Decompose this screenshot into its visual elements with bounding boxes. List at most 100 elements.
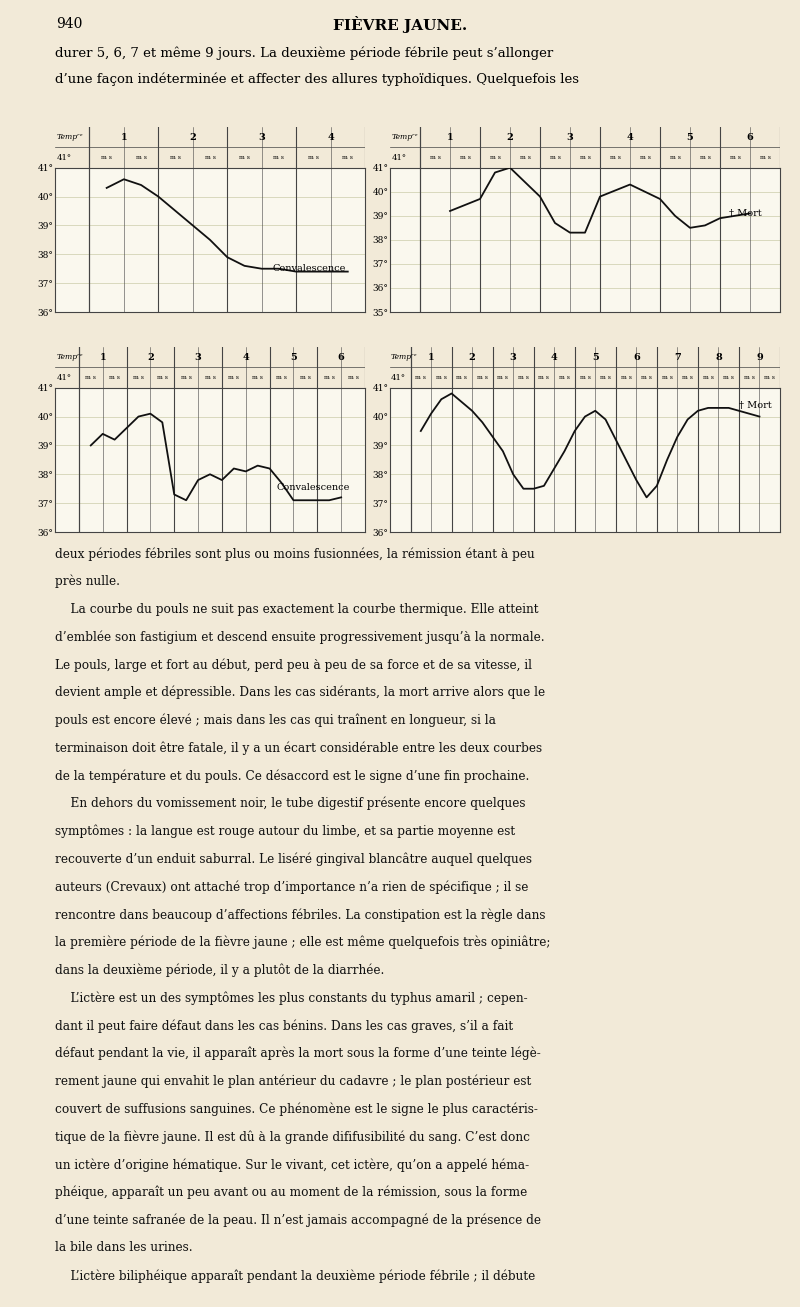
Text: 2: 2 (469, 353, 475, 362)
Text: † Mort: † Mort (729, 209, 762, 218)
Text: 3: 3 (194, 353, 202, 362)
Text: m s: m s (456, 375, 467, 380)
Text: auteurs (Crevaux) ont attaché trop d’importance n’a rien de spécifique ; il se: auteurs (Crevaux) ont attaché trop d’imp… (55, 881, 528, 894)
Text: Convalescence: Convalescence (272, 264, 346, 273)
Text: m s: m s (276, 375, 287, 380)
Text: durer 5, 6, 7 et même 9 jours. La deuxième période fébrile peut s’allonger: durer 5, 6, 7 et même 9 jours. La deuxiè… (55, 47, 554, 60)
Text: m s: m s (559, 375, 570, 380)
Text: devient ample et dépressible. Dans les cas sidérants, la mort arrive alors que l: devient ample et dépressible. Dans les c… (55, 686, 545, 699)
Text: Tempʳᵉ: Tempʳᵉ (56, 353, 83, 361)
Text: m s: m s (699, 156, 710, 159)
Text: m s: m s (682, 375, 693, 380)
Text: pouls est encore élevé ; mais dans les cas qui traînent en longueur, si la: pouls est encore élevé ; mais dans les c… (55, 714, 496, 727)
Text: d’une teinte safranée de la peau. Il n’est jamais accompagné de la présence de: d’une teinte safranée de la peau. Il n’e… (55, 1214, 541, 1227)
Text: dant il peut faire défaut dans les cas bénins. Dans les cas graves, s’il a fait: dant il peut faire défaut dans les cas b… (55, 1019, 513, 1033)
Text: Convalescence: Convalescence (277, 482, 350, 491)
Text: phéique, apparaît un peu avant ou au moment de la rémission, sous la forme: phéique, apparaît un peu avant ou au mom… (55, 1185, 527, 1200)
Text: m s: m s (109, 375, 120, 380)
Text: m s: m s (498, 375, 508, 380)
Text: L’ictère biliphéique apparaît pendant la deuxième période fébrile ; il débute: L’ictère biliphéique apparaît pendant la… (55, 1269, 535, 1282)
Text: m s: m s (579, 156, 590, 159)
Text: L’ictère est un des symptômes les plus constants du typhus amaril ; cepen-: L’ictère est un des symptômes les plus c… (55, 992, 528, 1005)
Text: m s: m s (702, 375, 714, 380)
Text: 5: 5 (592, 353, 598, 362)
Text: m s: m s (550, 156, 561, 159)
Text: 5: 5 (686, 133, 694, 141)
Text: En dehors du vomissement noir, le tube digestif présente encore quelques: En dehors du vomissement noir, le tube d… (55, 797, 526, 810)
Text: 3: 3 (510, 353, 517, 362)
Text: m s: m s (459, 156, 470, 159)
Text: m s: m s (136, 156, 146, 159)
Text: m s: m s (308, 156, 319, 159)
Text: m s: m s (490, 156, 501, 159)
Text: 4: 4 (626, 133, 634, 141)
Text: m s: m s (759, 156, 770, 159)
Text: m s: m s (579, 375, 590, 380)
Text: 3: 3 (566, 133, 574, 141)
Text: symptômes : la langue est rouge autour du limbe, et sa partie moyenne est: symptômes : la langue est rouge autour d… (55, 825, 515, 838)
Text: m s: m s (621, 375, 631, 380)
Text: m s: m s (662, 375, 673, 380)
Text: 41°: 41° (56, 374, 71, 382)
Text: couvert de suffusions sanguines. Ce phénomène est le signe le plus caractéris-: couvert de suffusions sanguines. Ce phén… (55, 1103, 538, 1116)
Text: m s: m s (600, 375, 611, 380)
Text: m s: m s (436, 375, 447, 380)
Text: tique de la fièvre jaune. Il est dû à la grande dififusibilité du sang. C’est do: tique de la fièvre jaune. Il est dû à la… (55, 1131, 530, 1144)
Text: dans la deuxième période, il y a plutôt de la diarrhée.: dans la deuxième période, il y a plutôt … (55, 963, 384, 978)
Text: m s: m s (239, 156, 250, 159)
Text: Tempʳᵉ: Tempʳᵉ (57, 133, 83, 141)
Text: 4: 4 (242, 353, 249, 362)
Text: m s: m s (730, 156, 741, 159)
Text: m s: m s (101, 156, 112, 159)
Text: 4: 4 (551, 353, 558, 362)
Text: La courbe du pouls ne suit pas exactement la courbe thermique. Elle atteint: La courbe du pouls ne suit pas exactemen… (55, 603, 538, 616)
Text: 9: 9 (756, 353, 763, 362)
Text: m s: m s (252, 375, 263, 380)
Text: 8: 8 (715, 353, 722, 362)
Text: d’une façon indéterminée et affecter des allures typhoïdiques. Quelquefois les: d’une façon indéterminée et affecter des… (55, 73, 579, 86)
Text: m s: m s (519, 156, 530, 159)
Text: près nulle.: près nulle. (55, 575, 120, 588)
Text: m s: m s (133, 375, 144, 380)
Text: m s: m s (157, 375, 168, 380)
Text: rement jaune qui envahit le plan antérieur du cadavre ; le plan postérieur est: rement jaune qui envahit le plan antérie… (55, 1074, 531, 1089)
Text: 4: 4 (327, 133, 334, 141)
Text: m s: m s (342, 156, 354, 159)
Text: m s: m s (670, 156, 681, 159)
Text: m s: m s (639, 156, 650, 159)
Text: m s: m s (744, 375, 754, 380)
Text: m s: m s (347, 375, 358, 380)
Text: m s: m s (205, 156, 215, 159)
Text: 1: 1 (121, 133, 127, 141)
Text: m s: m s (205, 375, 215, 380)
Text: 2: 2 (506, 133, 514, 141)
Text: m s: m s (430, 156, 441, 159)
Text: m s: m s (228, 375, 239, 380)
Text: défaut pendant la vie, il apparaît après la mort sous la forme d’une teinte légè: défaut pendant la vie, il apparaît après… (55, 1047, 541, 1060)
Text: 6: 6 (338, 353, 345, 362)
Text: m s: m s (518, 375, 529, 380)
Text: Tempʳᵉ: Tempʳᵉ (391, 133, 418, 141)
Text: 1: 1 (446, 133, 454, 141)
Text: 940: 940 (56, 17, 82, 31)
Text: Tempʳᵉ: Tempʳᵉ (391, 353, 418, 361)
Text: la première période de la fièvre jaune ; elle est même quelquefois très opiniâtr: la première période de la fièvre jaune ;… (55, 936, 550, 949)
Text: m s: m s (274, 156, 284, 159)
Text: 3: 3 (258, 133, 265, 141)
Text: recouverte d’un enduit saburral. Le liséré gingival blancâtre auquel quelques: recouverte d’un enduit saburral. Le lisé… (55, 852, 532, 867)
Text: 6: 6 (746, 133, 754, 141)
Text: 41°: 41° (391, 374, 406, 382)
Text: m s: m s (610, 156, 621, 159)
Text: m s: m s (641, 375, 652, 380)
Text: de la température et du pouls. Ce désaccord est le signe d’une fin prochaine.: de la température et du pouls. Ce désacc… (55, 770, 530, 783)
Text: 2: 2 (147, 353, 154, 362)
Text: m s: m s (723, 375, 734, 380)
Text: d’emblée son fastigium et descend ensuite progressivement jusqu’à la normale.: d’emblée son fastigium et descend ensuit… (55, 630, 545, 644)
Text: 41°: 41° (57, 153, 72, 162)
Text: m s: m s (538, 375, 550, 380)
Text: 1: 1 (99, 353, 106, 362)
Text: 41°: 41° (391, 153, 406, 162)
Text: FIÈVRE JAUNE.: FIÈVRE JAUNE. (333, 16, 467, 33)
Text: m s: m s (415, 375, 426, 380)
Text: terminaison doit être fatale, il y a un écart considérable entre les deux courbe: terminaison doit être fatale, il y a un … (55, 741, 542, 755)
